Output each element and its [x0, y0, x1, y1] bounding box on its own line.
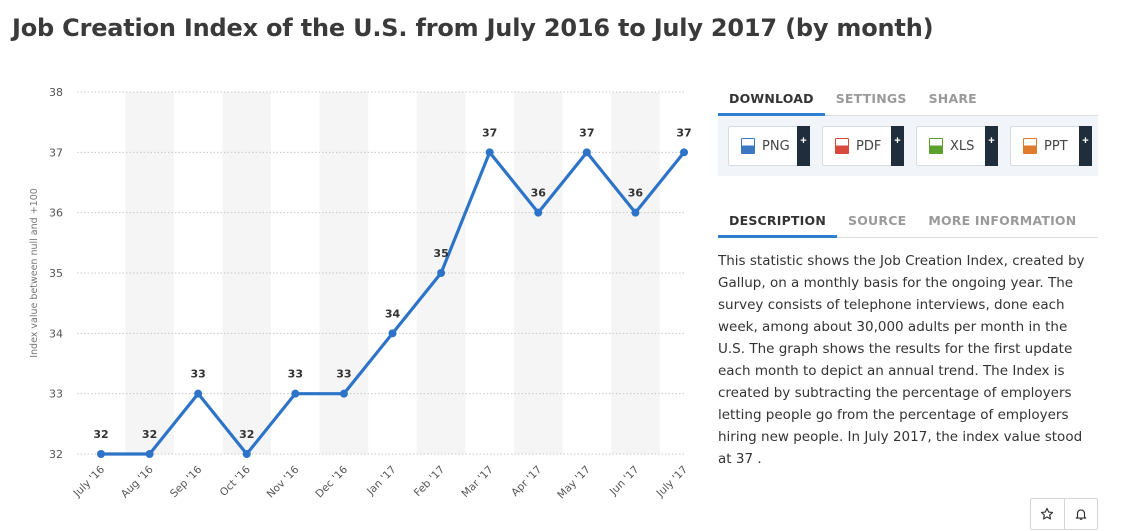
png-file-icon [741, 138, 755, 154]
tab-more-information[interactable]: MORE INFORMATION [928, 213, 1077, 228]
data-point [388, 329, 397, 338]
data-point [485, 148, 494, 157]
data-label: 35 [433, 247, 448, 260]
star-icon [1041, 507, 1054, 520]
x-tick-label: Apr '17 [509, 464, 544, 499]
tab-settings[interactable]: SETTINGS [835, 91, 907, 106]
download-xls-label: XLS [950, 138, 975, 154]
xls-file-icon [929, 138, 943, 154]
y-tick-label: 33 [49, 388, 63, 401]
pdf-file-icon [835, 138, 849, 154]
x-tick-label: Oct '16 [218, 463, 253, 498]
tab-source[interactable]: SOURCE [848, 213, 907, 228]
x-tick-label: Feb '17 [412, 464, 447, 499]
data-point [194, 389, 203, 398]
y-tick-label: 36 [49, 207, 63, 220]
x-tick-label: Dec '16 [313, 463, 350, 500]
plus-icon[interactable]: + [797, 126, 810, 166]
ppt-file-icon [1023, 138, 1037, 154]
chart-area: 32 33 34 35 36 37 38 Index value between null a… [0, 70, 700, 531]
data-label: 34 [385, 307, 401, 320]
data-label: 37 [579, 126, 594, 139]
download-buttons: PNG + PDF + XLS + PPT + [718, 116, 1098, 176]
data-label: 33 [288, 368, 303, 381]
x-tick-label: July '17 [654, 464, 690, 500]
x-tick-label: July '16 [71, 463, 108, 500]
x-tick-label: Jan '17 [364, 464, 398, 498]
data-point [291, 389, 300, 398]
y-tick-label: 32 [49, 448, 63, 461]
download-ppt-label: PPT [1044, 138, 1068, 154]
download-ppt-button[interactable]: PPT + [1010, 126, 1092, 166]
data-label: 37 [482, 126, 497, 139]
data-point [534, 208, 543, 217]
info-tabs: DESCRIPTION SOURCE MORE INFORMATION [718, 204, 1098, 238]
bell-icon [1075, 509, 1087, 520]
chart-title: Job Creation Index of the U.S. from July… [12, 14, 934, 42]
data-label: 33 [336, 368, 351, 381]
y-tick-label: 38 [49, 86, 63, 99]
data-point [631, 208, 640, 217]
side-panel: DOWNLOAD SETTINGS SHARE PNG + PDF + XLS … [718, 82, 1098, 470]
download-pdf-button[interactable]: PDF + [822, 126, 904, 166]
download-tabs: DOWNLOAD SETTINGS SHARE [718, 82, 1098, 116]
tab-share[interactable]: SHARE [928, 91, 977, 106]
notification-button[interactable] [1063, 499, 1097, 529]
data-point [145, 450, 154, 458]
tab-description[interactable]: DESCRIPTION [718, 204, 837, 238]
x-tick-label: Sep '16 [168, 463, 205, 500]
action-buttons [1030, 498, 1098, 530]
data-label: 32 [93, 428, 108, 441]
data-label: 36 [531, 187, 547, 200]
favorite-button[interactable] [1031, 499, 1064, 529]
x-tick-label: Mar '17 [459, 464, 495, 500]
plus-icon[interactable]: + [985, 126, 998, 166]
data-point [97, 450, 105, 458]
data-point [339, 389, 348, 398]
y-axis-label: Index value between null and +100 [29, 188, 40, 358]
plus-icon[interactable]: + [1079, 126, 1092, 166]
data-point [582, 148, 591, 157]
data-point [437, 269, 446, 277]
series-line [99, 150, 686, 456]
download-xls-button[interactable]: XLS + [916, 126, 998, 166]
x-tick-label: Jun '17 [607, 464, 642, 499]
data-label: 33 [191, 368, 206, 381]
line-chart: 32 33 34 35 36 37 38 Index value between null a… [29, 86, 692, 502]
y-tick-label: 35 [49, 267, 63, 280]
column-band [125, 92, 174, 454]
column-band [513, 92, 563, 454]
x-tick-label: Aug '16 [119, 463, 156, 500]
data-label: 32 [142, 428, 157, 441]
y-tick-label: 37 [49, 146, 63, 159]
plus-icon[interactable]: + [891, 126, 904, 166]
y-tick-label: 34 [49, 327, 63, 340]
data-label: 36 [628, 187, 644, 200]
x-tick-label: May '17 [555, 464, 593, 502]
tab-download[interactable]: DOWNLOAD [718, 82, 825, 116]
data-point [242, 450, 251, 458]
download-png-label: PNG [762, 138, 790, 154]
description-text: This statistic shows the Job Creation In… [718, 253, 1085, 467]
x-tick-label: Nov '16 [265, 463, 302, 500]
data-label: 32 [239, 428, 254, 441]
download-pdf-label: PDF [856, 138, 882, 154]
data-label: 37 [676, 126, 691, 139]
data-point [680, 148, 688, 157]
download-png-button[interactable]: PNG + [728, 126, 810, 166]
